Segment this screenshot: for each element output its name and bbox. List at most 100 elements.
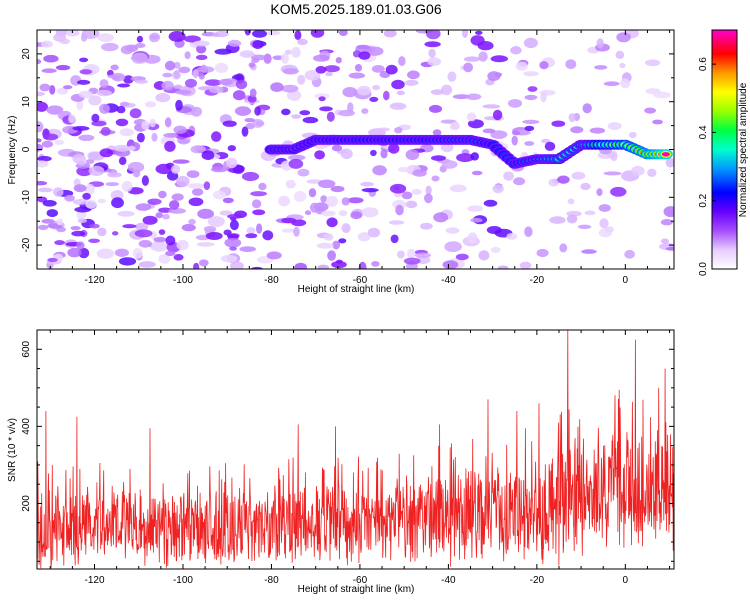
- spectrogram-cell: [470, 35, 485, 46]
- x-tick-label: -80: [264, 275, 279, 286]
- spectrogram-cell: [350, 211, 363, 220]
- spectrogram-cell: [129, 108, 142, 119]
- x-tick-label: -120: [84, 275, 104, 286]
- spectrogram-cell: [540, 92, 547, 103]
- spectrogram-cell: [559, 243, 568, 253]
- spectrogram-cell: [158, 190, 167, 199]
- spectrogram-cell: [41, 40, 53, 48]
- spectrogram-cell: [288, 158, 304, 169]
- spectrogram-cell: [38, 224, 49, 231]
- spectrogram-cell: [184, 51, 191, 60]
- spectrogram-cell: [118, 257, 137, 266]
- spectrogram-cell: [308, 188, 317, 198]
- spectrogram-cell: [582, 103, 592, 114]
- spectrogram-cell: [147, 198, 162, 205]
- spectrogram-cell: [134, 229, 153, 238]
- spectrogram-cell: [482, 104, 501, 109]
- spectrogram-cell: [367, 227, 381, 238]
- spectrogram-cell: [383, 30, 397, 38]
- spectrogram-cell: [37, 160, 49, 168]
- spectrogram-cell: [524, 125, 535, 132]
- spectrogram-cell: [318, 96, 326, 102]
- spectrogram-cell: [610, 186, 627, 197]
- spectrogram-cell: [314, 150, 325, 160]
- spectrogram-cell: [165, 235, 176, 246]
- spectrogram-cell: [41, 140, 54, 148]
- spectrogram-cell: [168, 31, 186, 42]
- spectrogram-cell: [74, 206, 91, 213]
- spectrogram-cell: [88, 238, 100, 243]
- spectrogram-cell: [71, 230, 86, 237]
- spectrogram-cell: [252, 119, 264, 128]
- spectrogram-cell: [628, 131, 637, 139]
- spectrogram-cell: [524, 226, 533, 237]
- spectrogram-cell: [338, 210, 348, 217]
- spectrogram-cell: [512, 130, 521, 136]
- spectrogram-cell: [54, 139, 65, 145]
- spectrogram-cell: [594, 65, 608, 70]
- spectrogram-cell: [235, 79, 248, 90]
- spectrogram-cell: [119, 101, 130, 107]
- spectrogram-cell: [492, 184, 504, 194]
- spectrogram-cell: [164, 117, 172, 128]
- spectrogram-cell: [176, 239, 189, 251]
- spectrogram-cell: [620, 78, 631, 89]
- spectrogram-cell: [442, 260, 459, 269]
- spectrogram-cell: [566, 214, 578, 224]
- spectrogram-cell: [241, 126, 249, 137]
- spectrogram-cell: [398, 56, 406, 67]
- spectrogram-cell: [452, 94, 471, 100]
- spectrogram-cell: [99, 103, 110, 115]
- spectrogram-cell: [316, 242, 334, 249]
- x-tick-label: -20: [530, 575, 545, 586]
- spectrogram-cell: [392, 199, 407, 209]
- spectrogram-cell: [132, 169, 141, 178]
- spectrogram-cell: [361, 188, 379, 193]
- spectrogram-cell: [389, 102, 407, 110]
- spectrogram-cell: [338, 238, 347, 244]
- spectrogram-cell: [427, 57, 442, 66]
- spectrogram-cell: [121, 181, 133, 192]
- spectrogram-cell: [478, 51, 488, 62]
- spectrogram-cell: [198, 259, 209, 267]
- spectrogram-cell: [72, 198, 89, 205]
- spectrogram-cell: [467, 119, 484, 129]
- spectrogram-cell: [483, 199, 498, 207]
- spectrogram-cell: [173, 84, 183, 90]
- spectrogram-cell: [105, 182, 120, 187]
- spectrogram-cell: [169, 200, 180, 210]
- spectrogram-cell: [37, 91, 45, 97]
- spectrogram-cell: [414, 252, 432, 258]
- spectrogram-cell: [88, 165, 105, 176]
- spectrogram-cell: [619, 62, 626, 69]
- spectrogram-cell: [234, 106, 252, 116]
- spectrogram-cell: [176, 176, 190, 187]
- spectrogram-cell: [342, 87, 358, 98]
- spectrogram-cell: [162, 72, 173, 78]
- spectrogram-cell: [467, 232, 478, 244]
- x-tick-label: -40: [441, 275, 456, 286]
- spectrogram-cell: [282, 68, 299, 75]
- spectrogram-cell: [616, 32, 631, 43]
- x-tick-label: 0: [623, 575, 629, 586]
- spectrogram-cell: [99, 79, 109, 88]
- spectrogram-cell: [299, 110, 311, 116]
- spectrogram-cell: [227, 233, 240, 239]
- spectrogram-cell: [281, 217, 297, 224]
- spectrogram-cell: [229, 219, 239, 231]
- spectrogram-cell: [497, 265, 509, 269]
- spectrogram-cell: [77, 79, 91, 85]
- spectrogram-cell: [335, 57, 342, 64]
- spectrogram-cell: [256, 223, 263, 234]
- spectrogram-cell: [37, 101, 48, 112]
- spectrogram-cell: [132, 247, 143, 259]
- spectrogram-cell: [371, 65, 385, 73]
- chart-title: KOM5.2025.189.01.03.G06: [270, 1, 441, 17]
- spectrogram-cell: [297, 168, 310, 177]
- spectrogram-cell: [79, 57, 89, 63]
- spectrogram-cell: [598, 204, 611, 212]
- spectrogram-cell: [647, 168, 657, 177]
- spectrogram-cell: [302, 116, 319, 124]
- spectrogram-cell: [97, 227, 107, 237]
- spectrogram-cell: [331, 261, 347, 269]
